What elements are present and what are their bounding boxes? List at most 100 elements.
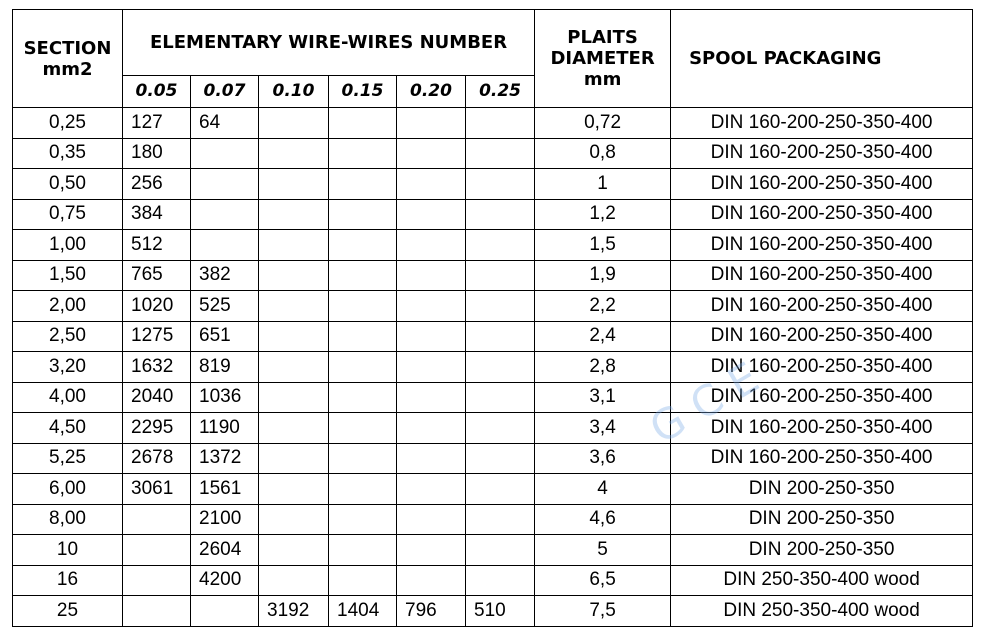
table-cell: 25 — [12, 595, 123, 627]
table-cell: 0,35 — [12, 137, 123, 169]
table-cell — [464, 412, 536, 444]
table-cell — [122, 564, 191, 596]
table-cell — [258, 259, 329, 291]
table-row: 3,20 1632 819 2,8 DIN 160-200-250-350-400 — [12, 351, 974, 383]
table-cell — [464, 534, 536, 566]
table-cell — [190, 137, 259, 169]
table-cell — [328, 351, 397, 383]
table-cell: DIN 200-250-350 — [670, 503, 974, 535]
table-row: 1,50 765 382 1,9 DIN 160-200-250-350-400 — [12, 259, 974, 291]
table-cell — [258, 290, 329, 322]
table-cell: 382 — [190, 259, 259, 291]
table-cell — [464, 168, 536, 200]
table-cell — [328, 168, 397, 200]
table-cell: 1190 — [190, 412, 259, 444]
table-cell: DIN 250-350-400 wood — [670, 564, 974, 596]
table-cell: DIN 200-250-350 — [670, 473, 974, 505]
table-cell — [464, 442, 536, 474]
table-cell: 3192 — [258, 595, 329, 627]
table-cell: 4,50 — [12, 412, 123, 444]
table-cell — [190, 168, 259, 200]
table-cell: 0,75 — [12, 198, 123, 230]
table-cell: 1,5 — [534, 229, 672, 261]
table-cell: 1275 — [122, 320, 191, 352]
table-cell — [258, 168, 329, 200]
table-row: 4,00 2040 1036 3,1 DIN 160-200-250-350-400 — [12, 381, 974, 413]
table-cell: 2,00 — [12, 290, 123, 322]
table-cell — [396, 534, 466, 566]
table-cell: 512 — [122, 229, 191, 261]
table-cell: 1,2 — [534, 198, 672, 230]
spec-table: SECTION mm2 ELEMENTARY WIRE-WIRES NUMBER … — [12, 9, 974, 627]
table-cell: 4,6 — [534, 503, 672, 535]
table-cell — [328, 290, 397, 322]
table-cell — [464, 503, 536, 535]
table-cell: 0,50 — [12, 168, 123, 200]
wire-size-header: 0.15 — [328, 75, 397, 108]
table-cell — [464, 473, 536, 505]
table-cell: 8,00 — [12, 503, 123, 535]
header-text: SECTION — [23, 37, 112, 59]
table-cell — [258, 503, 329, 535]
header-cell: ELEMENTARY WIRE-WIRES NUMBER — [121, 9, 536, 76]
table-cell — [328, 442, 397, 474]
header-text: DIAMETER — [550, 48, 655, 69]
table-cell: DIN 160-200-250-350-400 — [670, 198, 974, 230]
table-cell: 180 — [122, 137, 191, 169]
table-cell: DIN 160-200-250-350-400 — [670, 229, 974, 261]
table-cell — [328, 381, 397, 413]
table-cell: DIN 160-200-250-350-400 — [670, 351, 974, 383]
table-row: 10 2604 5 DIN 200-250-350 — [12, 534, 974, 566]
header-text: PLAITS — [567, 27, 638, 48]
table-cell: DIN 250-350-400 wood — [670, 595, 974, 627]
table-cell: 0,8 — [534, 137, 672, 169]
table-cell: 2,2 — [534, 290, 672, 322]
wire-size-header: 0.05 — [122, 75, 191, 108]
table-cell: 5 — [534, 534, 672, 566]
table-cell: 4 — [534, 473, 672, 505]
header-cell: SECTION mm2 — [12, 9, 123, 108]
table-cell: 1,00 — [12, 229, 123, 261]
table-cell: DIN 160-200-250-350-400 — [670, 107, 974, 139]
table-cell — [258, 412, 329, 444]
table-cell: 525 — [190, 290, 259, 322]
table-cell: 2,8 — [534, 351, 672, 383]
table-cell: 1404 — [328, 595, 397, 627]
table-cell — [190, 595, 259, 627]
table-cell: DIN 160-200-250-350-400 — [670, 259, 974, 291]
table-cell — [396, 503, 466, 535]
table-cell: 256 — [122, 168, 191, 200]
table-cell — [328, 107, 397, 139]
table-cell: DIN 160-200-250-350-400 — [670, 412, 974, 444]
header-cell: PLAITS DIAMETER mm — [534, 9, 672, 108]
table-cell: 1,9 — [534, 259, 672, 291]
table-cell: 0,72 — [534, 107, 672, 139]
table-cell: 1 — [534, 168, 672, 200]
table-cell — [258, 473, 329, 505]
table-cell: DIN 160-200-250-350-400 — [670, 137, 974, 169]
table-cell: 0,25 — [12, 107, 123, 139]
table-cell: 7,5 — [534, 595, 672, 627]
table-cell: 1372 — [190, 442, 259, 474]
wire-size-header: 0.07 — [190, 75, 259, 108]
table-cell — [464, 229, 536, 261]
table-cell: DIN 160-200-250-350-400 — [670, 442, 974, 474]
table-cell — [328, 320, 397, 352]
table-row: 0,50 256 1 DIN 160-200-250-350-400 — [12, 168, 974, 200]
table-cell — [258, 137, 329, 169]
wire-size-header: 0.20 — [396, 75, 466, 108]
table-cell: 796 — [396, 595, 466, 627]
table-cell — [190, 198, 259, 230]
table-cell — [328, 198, 397, 230]
table-cell — [190, 229, 259, 261]
table-cell — [122, 534, 191, 566]
table-cell — [464, 137, 536, 169]
table-cell — [464, 564, 536, 596]
table-row: 0,35 180 0,8 DIN 160-200-250-350-400 — [12, 137, 974, 169]
table-cell: 2604 — [190, 534, 259, 566]
table-cell — [396, 381, 466, 413]
table-cell — [396, 198, 466, 230]
table-cell: 651 — [190, 320, 259, 352]
table-cell — [464, 198, 536, 230]
